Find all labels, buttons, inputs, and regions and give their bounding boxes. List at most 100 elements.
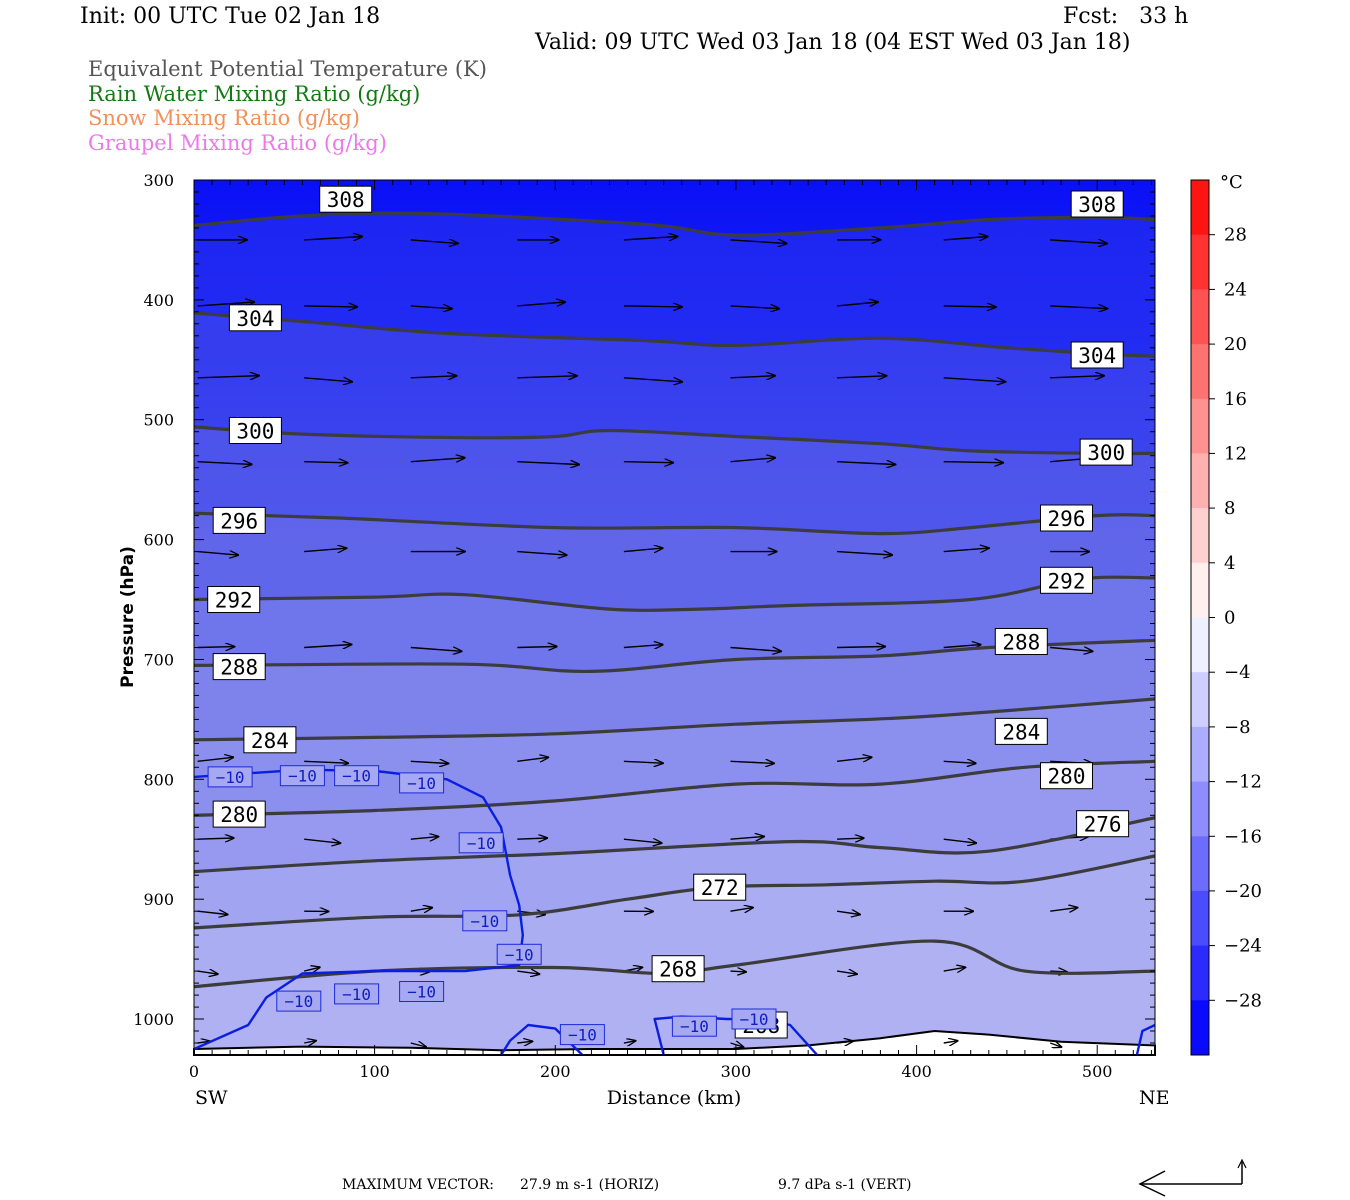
wind-vector (304, 967, 320, 971)
wind-vector (1050, 376, 1104, 378)
colorbar-swatch (1191, 508, 1209, 564)
valid-time: Valid: 09 UTC Wed 03 Jan 18 (04 EST Wed … (535, 30, 1131, 55)
temperature-label: −10 (467, 834, 496, 853)
wind-vector (304, 378, 352, 382)
theta-e-contour-288 (194, 638, 1155, 674)
wind-vector (410, 837, 439, 840)
wind-vector (943, 548, 989, 552)
x-tick-label: 100 (359, 1062, 390, 1081)
colorbar-label: −28 (1224, 990, 1262, 1011)
wind-vector (837, 376, 886, 378)
wind-vector (837, 552, 892, 555)
wind-vector (304, 1041, 316, 1043)
left-endpoint-label: SW (195, 1087, 228, 1109)
theta-e-contour-304 (194, 311, 1155, 358)
theta-e-label-box (207, 586, 261, 613)
x-axis: 0 100 200 300 400 500 (189, 180, 1152, 1081)
theta-e-label: 284 (251, 729, 289, 753)
y-tick-label: 500 (143, 411, 174, 430)
theta-e-contour-308 (194, 211, 1155, 237)
legend-rain-water: Rain Water Mixing Ratio (g/kg) (88, 82, 421, 106)
wind-vector (623, 1041, 636, 1043)
temperature-label: −10 (288, 767, 317, 786)
temperature-label: −10 (407, 983, 436, 1002)
temperature-contour (1135, 1023, 1155, 1055)
theta-e-label: 292 (1048, 569, 1086, 593)
theta-e-label-box (228, 304, 282, 332)
colorbar-swatch (1191, 836, 1209, 892)
wind-vector (943, 377, 1006, 382)
max-vector-horiz: 27.9 m s-1 (HORIZ) (520, 1177, 660, 1193)
theta-e-label-box (994, 717, 1048, 745)
temperature-label: −10 (216, 768, 245, 787)
theta-e-label: 308 (327, 188, 365, 212)
theta-e-label-box (994, 628, 1048, 655)
theta-e-label-box (1070, 190, 1124, 218)
temperature-label-box (731, 1008, 777, 1030)
wind-vector (197, 838, 234, 839)
wind-vector (836, 911, 860, 914)
colorbar-label: −4 (1224, 662, 1251, 683)
temperature-label-box (496, 943, 542, 965)
temperature-label-box (334, 765, 380, 787)
wind-vector (623, 377, 682, 382)
temperature-label-box (671, 1015, 717, 1037)
temperature-contour (653, 1015, 819, 1055)
temperature-label-box (559, 1024, 605, 1046)
wind-vector (517, 647, 556, 648)
theta-e-contour-284 (194, 697, 1155, 742)
wind-vector (623, 839, 662, 843)
wind-vector (410, 1043, 426, 1047)
wind-vector (623, 462, 673, 463)
max-vector-glyph (1138, 1158, 1247, 1197)
theta-e-label-box (651, 955, 705, 983)
colorbar-label: 28 (1224, 225, 1247, 246)
theta-e-contour-292 (194, 575, 1155, 612)
wind-vector (410, 908, 432, 912)
wind-vector (943, 462, 1003, 463)
y-tick-label: 900 (143, 890, 174, 909)
wind-vector (730, 648, 782, 652)
y-tick-label: 1000 (133, 1010, 174, 1029)
wind-vector (410, 376, 457, 378)
y-tick-label: 800 (143, 770, 174, 789)
wind-vector (197, 462, 252, 465)
colorbar-swatch (1191, 453, 1209, 509)
colorbar-label: 8 (1224, 498, 1235, 519)
theta-e-contour-280 (194, 759, 1155, 817)
theta-e-label: 296 (220, 509, 258, 533)
y-tick-label: 700 (143, 651, 174, 670)
theta-e-label-box (243, 726, 297, 754)
colorbar-label: −24 (1224, 936, 1262, 957)
x-tick-label: 0 (189, 1062, 199, 1081)
colorbar-label: 4 (1224, 553, 1235, 574)
wind-vector (730, 240, 787, 244)
colorbar-label: 12 (1224, 443, 1247, 464)
colorbar-unit: °C (1220, 172, 1243, 193)
temperature-label-box (399, 981, 445, 1002)
wind-vector (730, 908, 753, 912)
colorbar-swatch (1191, 562, 1209, 618)
theta-e-label: 268 (659, 958, 697, 982)
wind-vector (517, 757, 548, 761)
temperature-label-box (458, 832, 504, 854)
wind-vector (730, 458, 776, 462)
colorbar-swatch (1191, 234, 1209, 290)
wind-vector (197, 757, 234, 761)
temperature-label: −10 (470, 912, 499, 931)
wind-vector (623, 306, 682, 307)
colorbar-swatch (1191, 890, 1209, 947)
temperature-label: −10 (284, 992, 313, 1011)
theta-e-label-box (228, 417, 282, 444)
y-tick-label: 300 (143, 171, 174, 190)
theta-e-label-box (212, 800, 266, 828)
wind-vector (837, 1041, 853, 1043)
wind-vector (410, 761, 449, 763)
wind-vector (730, 376, 776, 378)
colorbar-label: −16 (1224, 826, 1262, 847)
x-tick-label: 400 (901, 1062, 932, 1081)
theta-e-label: 300 (236, 420, 274, 444)
wind-vector (943, 237, 988, 240)
wind-vector (730, 837, 765, 840)
colorbar-swatch (1191, 726, 1209, 783)
